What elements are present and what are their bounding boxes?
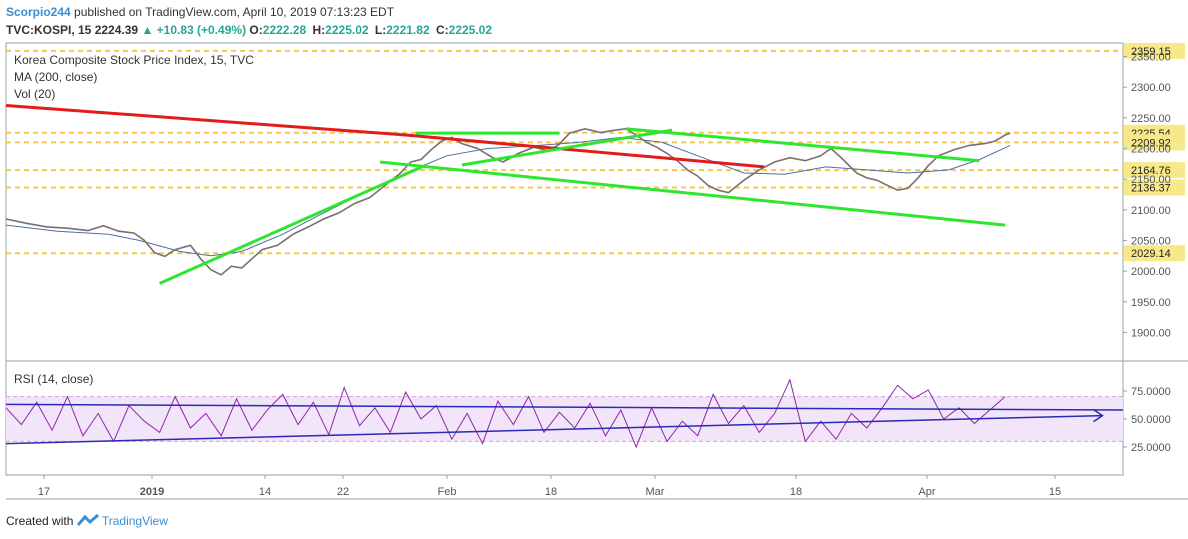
x-tick-label: Apr (918, 486, 935, 498)
low-label: L: (374, 23, 387, 37)
rsi-line (5, 378, 1006, 449)
tradingview-link[interactable]: TradingView (101, 514, 168, 528)
x-tick-label: 15 (1049, 486, 1061, 498)
x-tick-label: 18 (545, 486, 557, 498)
change-arrow-icon: ▲ (141, 23, 154, 37)
legend-vol: Vol (20) (14, 87, 55, 101)
green-lower (379, 160, 1006, 227)
y-tick-label: 2000.00 (1131, 266, 1171, 278)
y-tick-label: 2200.00 (1131, 143, 1171, 155)
rsi-y-tick-label: 25.0000 (1131, 442, 1171, 454)
rsi-band (6, 396, 1123, 442)
trend-lines[interactable] (5, 104, 1006, 285)
green-support (159, 163, 427, 285)
x-tick-label: 2019 (140, 486, 164, 498)
tradingview-logo-icon (76, 513, 99, 526)
x-tick-label: Feb (438, 486, 457, 498)
x-tick-label: 14 (259, 486, 271, 498)
published-text: published on TradingView.com, April 10, … (74, 5, 395, 19)
rsi-y-tick-label: 50.0000 (1131, 414, 1171, 426)
legend-ma: MA (200, close) (14, 70, 97, 84)
price-line (5, 127, 1011, 276)
level-label: 2359.15 (1131, 46, 1171, 58)
axes: 2350.00 2300.00 2250.00 2200.00 2150.00 2100.… (38, 51, 1171, 498)
chart-legend: Korea Composite Stock Price Index, 15, T… (14, 53, 254, 386)
green-upper (625, 127, 980, 163)
y-tick-label: 2150.00 (1131, 174, 1171, 186)
ma-line (5, 136, 1011, 257)
footer: Created with TradingView (6, 513, 168, 528)
level-label-bg (1124, 179, 1185, 196)
symbol-label: TVC:KOSPI, 15 (6, 23, 92, 37)
close-label: C: (435, 23, 449, 37)
level-label-bg (1124, 42, 1185, 59)
x-tick-label: Mar (646, 486, 665, 498)
y-tick-label: 2350.00 (1131, 51, 1171, 63)
publish-header: Scorpio244 published on TradingView.com,… (6, 5, 394, 19)
price-series (5, 127, 1011, 276)
level-label: 2209.92 (1131, 137, 1171, 149)
legend-title: Korea Composite Stock Price Index, 15, T… (14, 53, 254, 67)
rsi-lower (5, 414, 1103, 445)
rsi-series (5, 378, 1124, 449)
price-change: +10.83 (+0.49%) (156, 23, 247, 37)
x-tick-label: 18 (790, 486, 802, 498)
rsi-band-fill (6, 396, 1123, 442)
x-tick-label: 17 (38, 486, 50, 498)
levels: 2359.152225.542209.922164.762136.372029.… (6, 42, 1185, 262)
rsi-arrow-icon (1093, 409, 1104, 423)
level-label: 2029.14 (1131, 248, 1171, 260)
level-label: 2164.76 (1131, 165, 1171, 177)
legend-rsi: RSI (14, close) (14, 372, 93, 386)
red-trend (5, 104, 765, 169)
high-value: 2225.02 (325, 23, 369, 37)
x-tick-label: 22 (337, 486, 349, 498)
rsi-upper (5, 403, 1124, 411)
y-tick-label: 1950.00 (1131, 297, 1171, 309)
y-tick-label: 2300.00 (1131, 82, 1171, 94)
level-label: 2136.37 (1131, 182, 1171, 194)
y-tick-label: 2100.00 (1131, 205, 1171, 217)
created-with-text: Created with (6, 514, 74, 528)
y-tick-label: 2050.00 (1131, 235, 1171, 247)
y-tick-label: 2250.00 (1131, 113, 1171, 125)
ohlc-header: TVC:KOSPI, 15 2224.39 ▲ +10.83 (+0.49%) … (6, 23, 495, 37)
last-price: 2224.39 (94, 23, 139, 37)
green-wedge (461, 128, 673, 167)
level-label-bg (1124, 245, 1185, 262)
y-tick-label: 1900.00 (1131, 327, 1171, 339)
high-label: H: (312, 23, 326, 37)
level-label-bg (1124, 134, 1185, 151)
rsi-y-tick-label: 75.0000 (1131, 386, 1171, 398)
open-value: 2222.28 (262, 23, 307, 37)
close-value: 2225.02 (448, 23, 493, 37)
author-link[interactable]: Scorpio244 (6, 5, 71, 19)
level-label-bg (1124, 162, 1185, 179)
open-label: O: (249, 23, 263, 37)
low-value: 2221.82 (386, 23, 430, 37)
